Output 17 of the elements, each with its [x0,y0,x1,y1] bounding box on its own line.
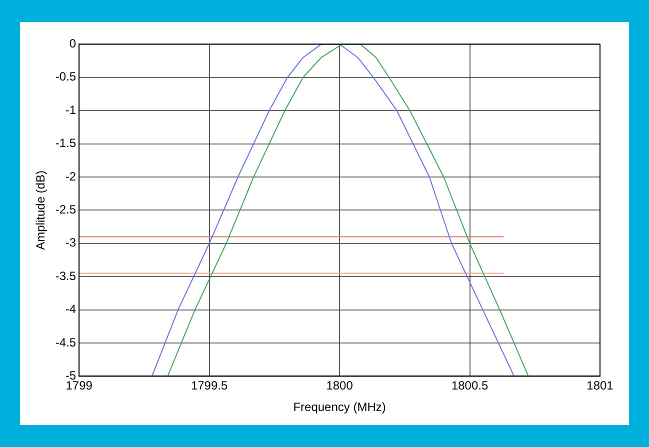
y-tick-label: -4 [65,302,76,316]
x-tick-label: 1801 [586,378,614,393]
x-tick-label: 1800.5 [451,378,488,393]
y-tick-label: -0.5 [55,70,76,84]
y-tick-label: -1.5 [55,136,76,150]
y-tick-label: -2.5 [55,202,76,217]
y-tick-label: -4.5 [55,335,76,350]
x-tick-label: 1800 [326,378,354,393]
x-tick-label: 1799 [66,378,93,393]
x-axis-title: Frequency (MHz) [293,400,386,414]
y-tick-label: -2 [65,169,76,184]
x-tick-label: 1799.5 [190,378,228,393]
y-tick-label: 0 [69,36,76,51]
y-axis-title: Amplitude (dB) [34,170,48,250]
y-tick-label: -1 [65,102,76,117]
y-tick-label: -3 [65,236,76,250]
y-tick-label: -3.5 [55,268,76,283]
